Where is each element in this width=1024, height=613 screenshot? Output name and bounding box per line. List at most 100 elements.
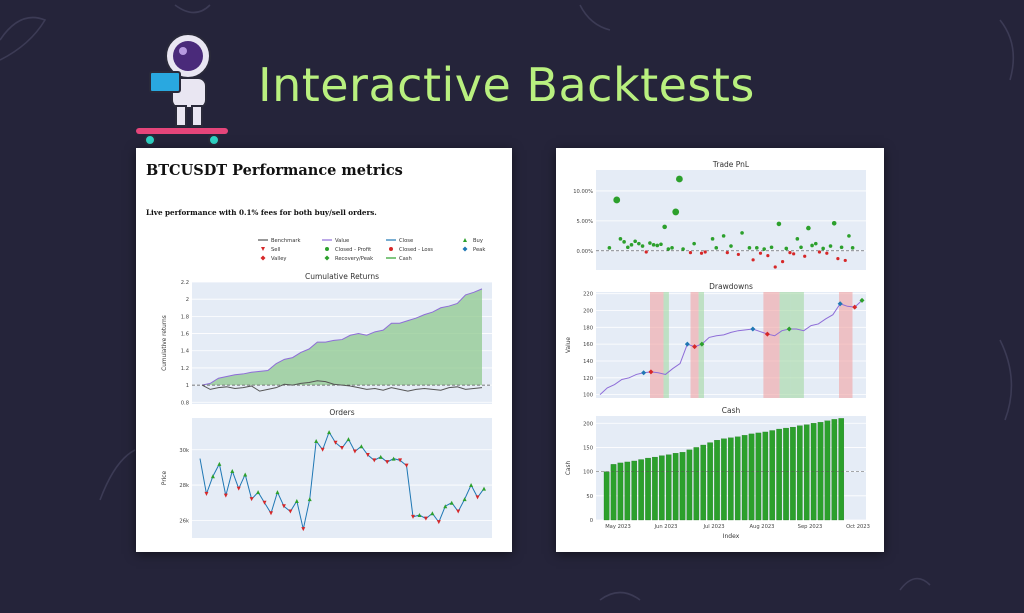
- cash-bar: [831, 419, 838, 521]
- x-tick-label: Oct 2023: [846, 524, 870, 530]
- cash-bar: [624, 461, 631, 521]
- loss-point: [788, 251, 792, 255]
- y-tick-label: 1.6: [181, 332, 189, 338]
- drawdown-marker: [684, 341, 690, 347]
- profit-point: [839, 245, 844, 250]
- drawdown-marker: [764, 331, 770, 337]
- drawdown-band: [763, 292, 780, 398]
- loss-point: [825, 251, 829, 255]
- profit-point: [795, 237, 800, 241]
- loss-point: [758, 251, 763, 255]
- cash-bar: [824, 420, 831, 521]
- sell-marker: [475, 495, 480, 500]
- profit-point: [672, 208, 680, 216]
- loss-point: [836, 257, 840, 261]
- buy-marker: [391, 456, 396, 461]
- profit-point: [721, 234, 726, 238]
- buy-marker: [462, 497, 467, 502]
- sell-marker: [398, 458, 403, 463]
- legend-label: Benchmark: [271, 238, 301, 244]
- y-tick-label: 150: [583, 445, 593, 451]
- buy-marker: [307, 497, 312, 502]
- buy-marker: [346, 437, 351, 442]
- leaf-decoration: [579, 4, 611, 31]
- legend-label: Buy: [473, 238, 483, 244]
- sell-marker: [340, 446, 344, 450]
- performance-report-card: BTCUSDT Performance metrics Live perform…: [136, 148, 512, 552]
- y-tick-label: 5.00%: [577, 219, 594, 225]
- sell-marker: [269, 511, 273, 516]
- cash-bar: [748, 433, 755, 521]
- cash-bar: [783, 427, 789, 521]
- profit-point: [676, 175, 683, 183]
- drawdown-band: [839, 292, 853, 398]
- sell-marker: [436, 520, 441, 525]
- cash-bar: [838, 418, 845, 521]
- sell-marker: [281, 504, 286, 509]
- buy-marker: [275, 490, 280, 495]
- x-tick-label: May 2023: [605, 524, 631, 530]
- leaf-decoration: [0, 16, 47, 61]
- cash-bar: [797, 425, 803, 521]
- profit-point: [681, 247, 685, 251]
- legend-label: Closed - Profit: [335, 247, 371, 253]
- cash-bar: [665, 454, 672, 521]
- loss-point: [781, 260, 785, 264]
- buy-marker: [449, 500, 454, 505]
- y-tick-label: 28k: [179, 483, 189, 489]
- report-title: BTCUSDT Performance metrics: [146, 162, 403, 179]
- plot-area: [596, 292, 866, 398]
- profit-point: [747, 246, 752, 250]
- plot-area: [192, 418, 492, 538]
- y-tick-label: 200: [583, 309, 593, 315]
- profit-point: [714, 246, 719, 250]
- buy-marker: [243, 472, 248, 477]
- legend-swatch: [462, 246, 468, 252]
- sell-marker: [404, 463, 409, 468]
- sell-marker: [365, 453, 370, 458]
- chart-title: Trade PnL: [712, 160, 750, 169]
- buy-marker: [359, 444, 364, 449]
- y-tick-label: 1.8: [181, 314, 189, 320]
- sell-marker: [372, 458, 377, 463]
- profit-point: [659, 242, 663, 247]
- y-tick-label: 50: [586, 494, 593, 500]
- legend-label: Closed - Loss: [399, 247, 433, 253]
- legend-swatch: [324, 255, 330, 261]
- profit-point: [813, 241, 818, 246]
- y-tick-label: 120: [583, 376, 593, 382]
- legend-label: Value: [335, 238, 349, 244]
- sell-marker: [333, 440, 338, 445]
- loss-point: [817, 250, 822, 254]
- x-tick-label: Sep 2023: [798, 524, 823, 530]
- y-tick-label: 2.2: [181, 280, 189, 286]
- legend-swatch: [325, 247, 329, 251]
- loss-point: [703, 250, 707, 254]
- chart-title: Drawdowns: [709, 282, 753, 291]
- loss-point: [736, 252, 740, 257]
- buy-marker: [417, 513, 422, 518]
- buy-marker: [443, 504, 448, 509]
- leaf-decoration: [999, 19, 1015, 81]
- loss-point: [792, 252, 796, 256]
- cash-bar: [603, 471, 610, 521]
- y-axis-label: Cash: [566, 461, 572, 476]
- chart-title: Cash: [722, 406, 741, 415]
- cash-bar: [734, 436, 741, 521]
- buy-marker: [256, 490, 261, 495]
- drawdown-marker: [859, 297, 865, 303]
- legend-swatch: [261, 247, 265, 251]
- profit-point: [799, 245, 803, 250]
- cash-bar: [652, 456, 658, 521]
- cash-bar: [803, 424, 810, 521]
- cash-bar: [707, 442, 713, 521]
- y-tick-label: 0.00%: [577, 249, 594, 255]
- sell-marker: [411, 514, 415, 519]
- profit-point: [651, 243, 656, 247]
- profit-point: [710, 237, 715, 241]
- right-charts: Trade PnL 0.00% 5.00% 10.00% Drawdowns 100 120…: [566, 160, 870, 540]
- y-tick-label: 26k: [179, 518, 189, 524]
- y-tick-label: 1.2: [181, 366, 189, 372]
- profit-point: [626, 245, 630, 250]
- loss-point: [766, 254, 770, 258]
